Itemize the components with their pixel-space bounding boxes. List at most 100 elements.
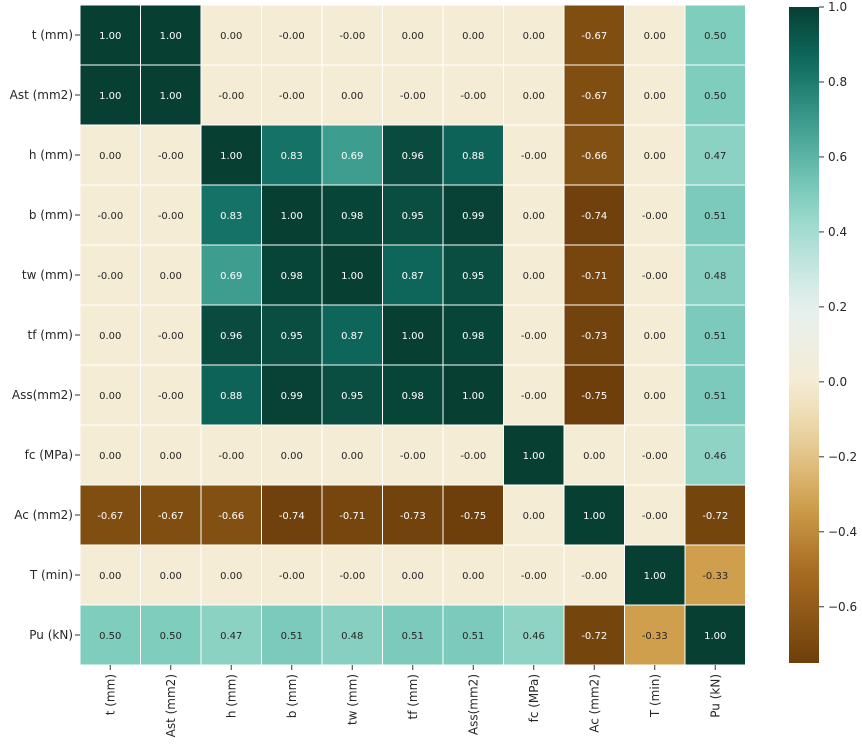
- heatmap-cell: [503, 364, 565, 426]
- row-tick-label: Pu (kN): [29, 628, 73, 642]
- cell-value-label: 0.46: [704, 451, 726, 462]
- cell-value-label: 1.00: [341, 271, 363, 282]
- heatmap-cell: [382, 484, 444, 546]
- cell-value-label: 0.51: [704, 211, 726, 222]
- cell-value-label: -0.00: [400, 91, 426, 102]
- heatmap-cell: [321, 424, 383, 486]
- heatmap-cell: [503, 4, 565, 66]
- column-tick-label: Ass(mm2): [466, 674, 480, 735]
- heatmap-cell: [382, 64, 444, 126]
- cell-value-label: 0.00: [523, 271, 545, 282]
- cell-value-label: -0.00: [158, 211, 184, 222]
- heatmap-cell: [200, 604, 262, 666]
- heatmap-cell: [79, 304, 141, 366]
- heatmap-cell: [382, 364, 444, 426]
- cell-value-label: -0.00: [460, 451, 486, 462]
- row-tick-label: Ac (mm2): [14, 508, 73, 522]
- cell-value-label: 1.00: [523, 451, 545, 462]
- heatmap-cell: [140, 424, 202, 486]
- cell-value-label: 0.98: [341, 211, 363, 222]
- heatmap-cell: [624, 484, 686, 546]
- cell-value-label: 1.00: [99, 91, 121, 102]
- cell-value-label: -0.72: [702, 511, 728, 522]
- cell-value-label: -0.67: [581, 91, 607, 102]
- heatmap-cell: [503, 604, 565, 666]
- cell-value-label: -0.00: [642, 271, 668, 282]
- heatmap-cell: [261, 544, 323, 606]
- cell-value-label: 0.48: [341, 631, 363, 642]
- cell-value-label: 0.69: [341, 151, 363, 162]
- cell-value-label: 0.88: [220, 391, 242, 402]
- cell-value-label: -0.71: [581, 271, 607, 282]
- heatmap-cell: [563, 304, 625, 366]
- heatmap-cell: [79, 4, 141, 66]
- heatmap-cell: [382, 184, 444, 246]
- cell-value-label: -0.00: [460, 91, 486, 102]
- cell-value-label: 0.00: [644, 31, 666, 42]
- cell-value-label: 0.00: [523, 511, 545, 522]
- cell-value-label: 0.50: [99, 631, 121, 642]
- cell-value-label: 0.51: [704, 391, 726, 402]
- heatmap-cell: [503, 64, 565, 126]
- heatmap-cell: [321, 604, 383, 666]
- cell-value-label: -0.75: [581, 391, 607, 402]
- cell-value-label: -0.00: [97, 271, 123, 282]
- cell-value-label: 0.51: [704, 331, 726, 342]
- cell-value-label: -0.00: [642, 451, 668, 462]
- heatmap-cell: [442, 424, 504, 486]
- cell-value-label: 1.00: [160, 31, 182, 42]
- heatmap-cell: [442, 184, 504, 246]
- column-tick-label: fc (MPa): [527, 674, 541, 722]
- heatmap-cell: [200, 184, 262, 246]
- cell-value-label: 0.95: [402, 211, 424, 222]
- cell-value-label: 0.50: [704, 31, 726, 42]
- colorbar-tick-label: −0.4: [828, 525, 857, 539]
- heatmap-cell: [382, 544, 444, 606]
- cell-value-label: -0.33: [702, 571, 728, 582]
- cell-value-label: 1.00: [99, 31, 121, 42]
- cell-value-label: -0.00: [279, 91, 305, 102]
- cell-value-label: 0.50: [704, 91, 726, 102]
- cell-value-label: -0.67: [97, 511, 123, 522]
- heatmap-cell: [563, 604, 625, 666]
- column-tick-label: t (mm): [103, 674, 117, 715]
- row-tick-label: b (mm): [29, 208, 73, 222]
- heatmap-cell: [503, 484, 565, 546]
- cell-value-label: 1.00: [402, 331, 424, 342]
- cell-value-label: -0.00: [158, 331, 184, 342]
- cell-value-label: 0.00: [644, 91, 666, 102]
- cell-value-label: -0.00: [642, 211, 668, 222]
- cell-value-label: -0.00: [521, 391, 547, 402]
- colorbar-tick-label: 1.0: [828, 0, 847, 14]
- cell-value-label: 0.00: [462, 31, 484, 42]
- cell-value-label: -0.67: [158, 511, 184, 522]
- row-tick-label: tf (mm): [28, 328, 74, 342]
- heatmap-cell: [261, 244, 323, 306]
- heatmap-cell: [382, 244, 444, 306]
- cell-value-label: 0.95: [341, 391, 363, 402]
- colorbar-tick-label: −0.2: [828, 450, 857, 464]
- cell-value-label: 0.00: [523, 91, 545, 102]
- colorbar-tick-label: 0.2: [828, 300, 847, 314]
- heatmap-cell: [382, 604, 444, 666]
- heatmap-cells: 1.00 1.00 0.00 -0.00 -0.00 0.00 0.00 0.00 -0.67 0…: [79, 4, 746, 666]
- heatmap-cell: [261, 424, 323, 486]
- heatmap-cell: [200, 484, 262, 546]
- heatmap-cell: [624, 244, 686, 306]
- cell-value-label: 0.46: [523, 631, 545, 642]
- heatmap-cell: [624, 64, 686, 126]
- heatmap-cell: [79, 424, 141, 486]
- cell-value-label: 0.00: [160, 571, 182, 582]
- column-tick-labels: t (mm) Ast (mm2) h (mm) b (mm) tw (mm) tf (mm…: [103, 665, 722, 737]
- cell-value-label: 0.98: [462, 331, 484, 342]
- cell-value-label: 0.00: [99, 151, 121, 162]
- cell-value-label: 0.00: [99, 391, 121, 402]
- cell-value-label: 0.00: [644, 391, 666, 402]
- column-tick-label: T (min): [648, 674, 662, 718]
- column-tick-label: tf (mm): [406, 674, 420, 720]
- cell-value-label: -0.00: [218, 451, 244, 462]
- cell-value-label: 0.88: [462, 151, 484, 162]
- heatmap-cell: [563, 184, 625, 246]
- heatmap-cell: [200, 124, 262, 186]
- cell-value-label: -0.74: [581, 211, 607, 222]
